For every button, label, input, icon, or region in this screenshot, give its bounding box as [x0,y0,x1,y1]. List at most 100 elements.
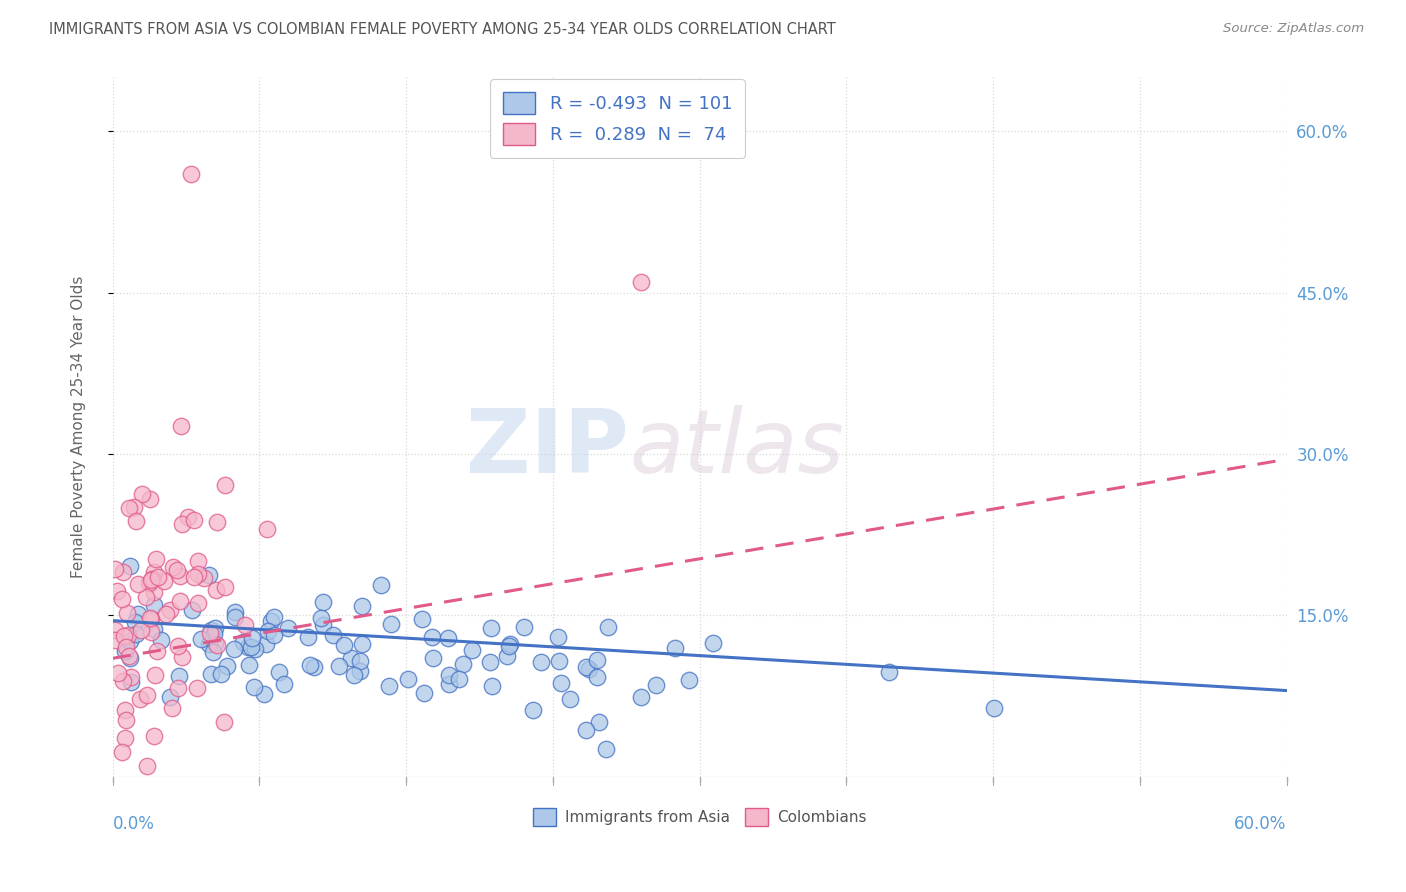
Point [412,686,434,700]
Point [340,650,363,665]
Point [167,639,190,653]
Point [139,612,162,626]
Point [115,640,138,654]
Point [159,690,181,704]
Point [198,568,221,582]
Point [233,617,256,632]
Point [159,602,181,616]
Point [214,580,236,594]
Point [142,729,165,743]
Point [127,576,149,591]
Point [547,630,569,644]
Point [145,552,167,566]
Point [204,636,226,650]
Point [107,665,129,680]
Point [498,639,520,653]
Legend: Immigrants from Asia, Colombians: Immigrants from Asia, Colombians [526,802,873,832]
Point [260,615,283,629]
Point [136,688,159,702]
Point [143,565,166,579]
Point [437,631,460,645]
Point [118,648,141,663]
Point [162,560,184,574]
Point [145,644,167,658]
Point [437,667,460,681]
Point [155,607,177,621]
Point [162,700,184,714]
Point [124,615,146,630]
Point [267,665,290,679]
Point [167,668,190,682]
Point [349,664,371,678]
Point [312,618,335,632]
Y-axis label: Female Poverty Among 25-34 Year Olds: Female Poverty Among 25-34 Year Olds [72,276,86,578]
Point [183,570,205,584]
Point [135,759,157,773]
Point [481,621,503,635]
Point [217,658,239,673]
Point [461,643,484,657]
Point [125,627,148,641]
Point [575,723,598,738]
Point [104,623,127,637]
Point [138,576,160,591]
Point [131,487,153,501]
Text: IMMIGRANTS FROM ASIA VS COLOMBIAN FEMALE POVERTY AMONG 25-34 YEAR OLDS CORRELATI: IMMIGRANTS FROM ASIA VS COLOMBIAN FEMALE… [49,22,837,37]
Point [183,513,205,527]
Point [111,745,134,759]
Point [253,687,276,701]
Point [299,658,322,673]
Text: 0.0%: 0.0% [112,815,155,833]
Text: atlas: atlas [628,405,844,491]
Point [585,670,607,684]
Point [209,667,232,681]
Point [104,632,127,647]
Point [120,674,142,689]
Point [142,622,165,636]
Point [240,632,263,646]
Point [263,610,285,624]
Point [114,713,136,727]
Point [118,651,141,665]
Point [245,642,267,657]
Point [238,657,260,672]
Point [202,645,225,659]
Point [129,692,152,706]
Point [222,642,245,657]
Point [377,679,399,693]
Point [139,610,162,624]
Point [585,652,607,666]
Text: Source: ZipAtlas.com: Source: ZipAtlas.com [1223,22,1364,36]
Point [322,628,344,642]
Point [150,633,173,648]
Point [479,655,502,669]
Point [236,640,259,654]
Point [664,640,686,655]
Point [200,624,222,638]
Point [180,603,202,617]
Point [256,522,278,536]
Point [645,678,668,692]
Point [200,666,222,681]
Point [678,673,700,687]
Point [169,593,191,607]
Point [224,605,246,619]
Point [143,598,166,612]
Point [205,515,228,529]
Point [187,596,209,610]
Point [598,620,620,634]
Point [112,629,135,643]
Point [451,657,474,671]
Point [550,676,572,690]
Point [983,701,1005,715]
Point [309,611,332,625]
Point [578,662,600,676]
Text: ZIP: ZIP [467,404,628,491]
Point [558,691,581,706]
Point [328,659,350,673]
Point [273,677,295,691]
Point [481,679,503,693]
Point [141,572,163,586]
Point [146,570,169,584]
Point [139,573,162,587]
